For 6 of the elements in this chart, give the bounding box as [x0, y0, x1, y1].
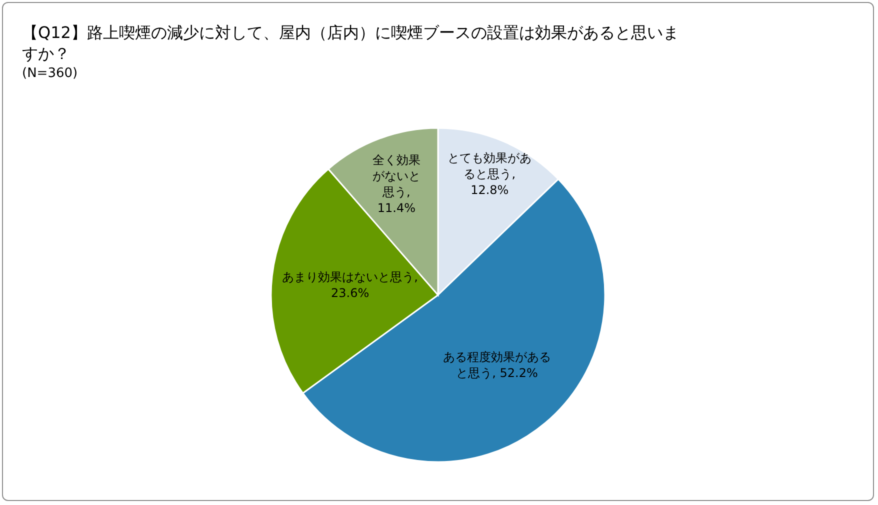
slice-label: 全く効果がないと思う, 11.4% [371, 152, 422, 216]
slice-label: あまり効果はないと思う, 23.6% [281, 269, 419, 301]
chart-title: 【Q12】路上喫煙の減少に対して、屋内（店内）に喫煙ブースの設置は効果があると思いますか？ [22, 22, 680, 64]
slice-label: とても効果があると思う, 12.8% [446, 150, 533, 198]
text: (N=360) [22, 66, 78, 81]
slice-label: ある程度効果があると思う, 52.2% [442, 349, 552, 382]
